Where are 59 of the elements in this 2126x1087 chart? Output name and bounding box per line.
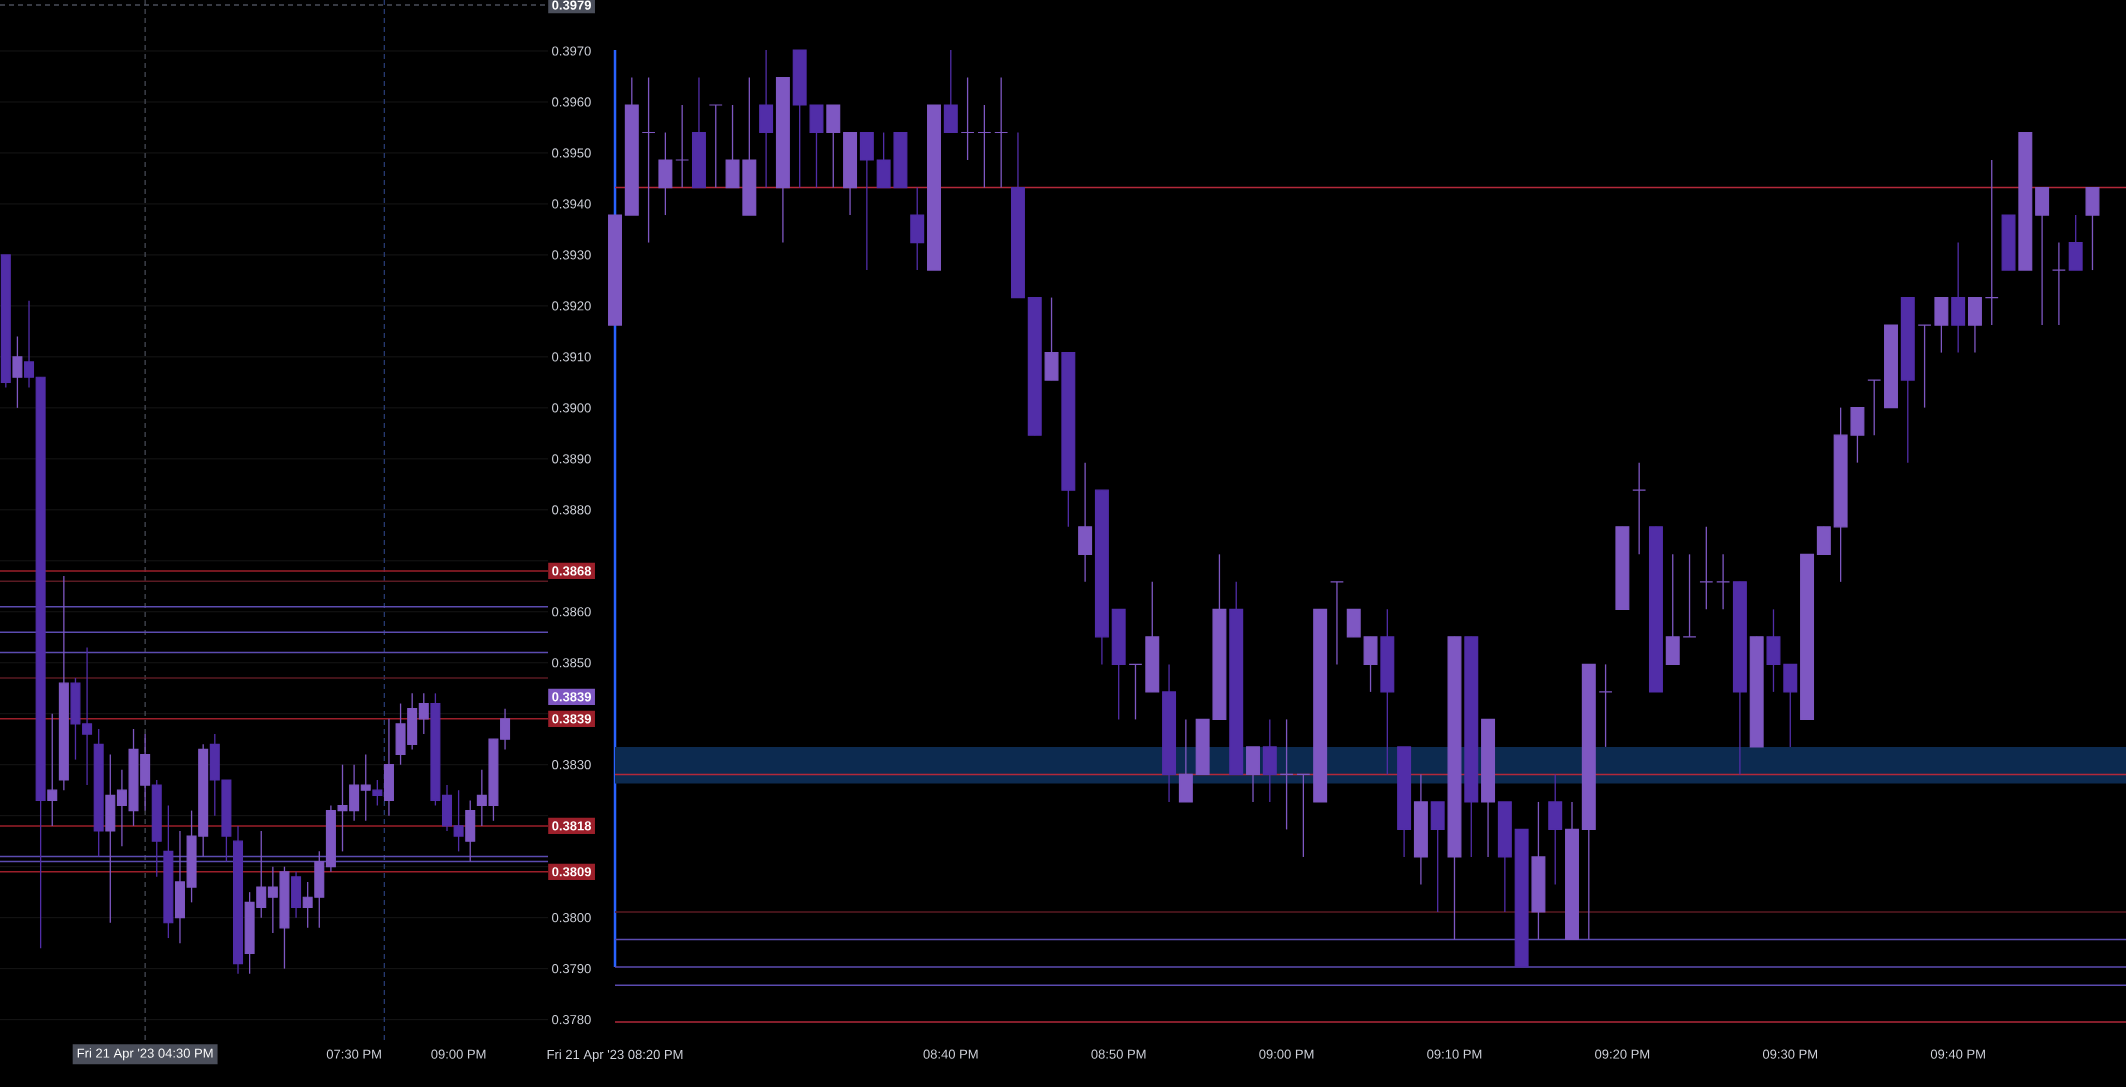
candlestick xyxy=(24,300,35,389)
ref-line-label: 0.3839 xyxy=(552,714,591,724)
y-tick-label: 0.3920 xyxy=(552,301,591,311)
candlestick xyxy=(675,104,690,189)
y-tick-label: 0.3780 xyxy=(552,1015,591,1025)
x-tick-label: 09:40 PM xyxy=(1930,1049,1985,1059)
candlestick xyxy=(994,76,1009,189)
candlestick xyxy=(1632,461,1647,555)
candlestick xyxy=(1682,553,1697,638)
y-tick-label: 0.3850 xyxy=(552,658,591,668)
x-tick-label: 07:30 PM xyxy=(326,1049,381,1059)
x-tick-label: 08:40 PM xyxy=(923,1049,978,1059)
candlestick xyxy=(1716,553,1731,611)
y-tick-label: 0.3800 xyxy=(552,913,591,923)
candlestick xyxy=(1598,663,1613,748)
candlestick xyxy=(1867,379,1882,436)
candlestick xyxy=(977,104,992,189)
y-tick-label: 0.3940 xyxy=(552,199,591,209)
y-tick-label: 0.3970 xyxy=(552,46,591,56)
y-tick-label: 0.3790 xyxy=(552,964,591,974)
ref-line-label: Fri 21 Apr '23 04:30 PM xyxy=(77,1048,213,1061)
candlestick xyxy=(372,779,383,807)
x-tick-label: Fri 21 Apr '23 08:20 PM xyxy=(547,1049,683,1062)
candlestick xyxy=(708,104,723,189)
candlestick xyxy=(2051,241,2066,326)
candlestick xyxy=(960,76,975,161)
y-tick-label: 0.3860 xyxy=(552,607,591,617)
candlestick xyxy=(453,789,464,853)
candlestick xyxy=(1917,324,1932,409)
y-tick-label: 0.3960 xyxy=(552,97,591,107)
y-tick-label: 0.3830 xyxy=(552,760,591,770)
candlestick xyxy=(641,76,656,244)
y-tick-label: 0.3950 xyxy=(552,148,591,158)
y-tick-label: 0.3880 xyxy=(552,505,591,515)
ref-line-label: 0.3818 xyxy=(552,821,592,831)
candlestick xyxy=(12,335,23,409)
x-tick-label: 08:50 PM xyxy=(1091,1049,1146,1059)
candlestick xyxy=(1296,773,1311,858)
x-tick-label: 09:20 PM xyxy=(1595,1049,1650,1059)
y-tick-label: 0.3900 xyxy=(552,403,591,413)
candlestick xyxy=(1699,526,1714,611)
y-tick-label: 0.3930 xyxy=(552,250,591,260)
y-tick-label: 0.3890 xyxy=(552,454,591,464)
ref-line-label: 0.3979 xyxy=(552,0,591,10)
text: 0.3839 xyxy=(552,692,591,702)
ref-line-label: 0.3809 xyxy=(552,867,591,877)
x-tick-label: 09:30 PM xyxy=(1762,1049,1818,1059)
x-tick-label: 09:10 PM xyxy=(1427,1049,1482,1059)
x-tick-label: 09:00 PM xyxy=(1259,1049,1314,1059)
ref-line-label: 0.3868 xyxy=(552,566,592,576)
candlestick xyxy=(47,713,58,827)
candlestick xyxy=(418,692,429,735)
candlestick xyxy=(360,753,371,822)
candlestick xyxy=(1984,159,1999,326)
candlestick xyxy=(1128,663,1143,721)
candlestick xyxy=(1329,581,1344,666)
x-tick-label: 09:00 PM xyxy=(431,1049,486,1059)
y-tick-label: 0.3910 xyxy=(552,352,591,362)
candlestick xyxy=(1279,718,1294,831)
